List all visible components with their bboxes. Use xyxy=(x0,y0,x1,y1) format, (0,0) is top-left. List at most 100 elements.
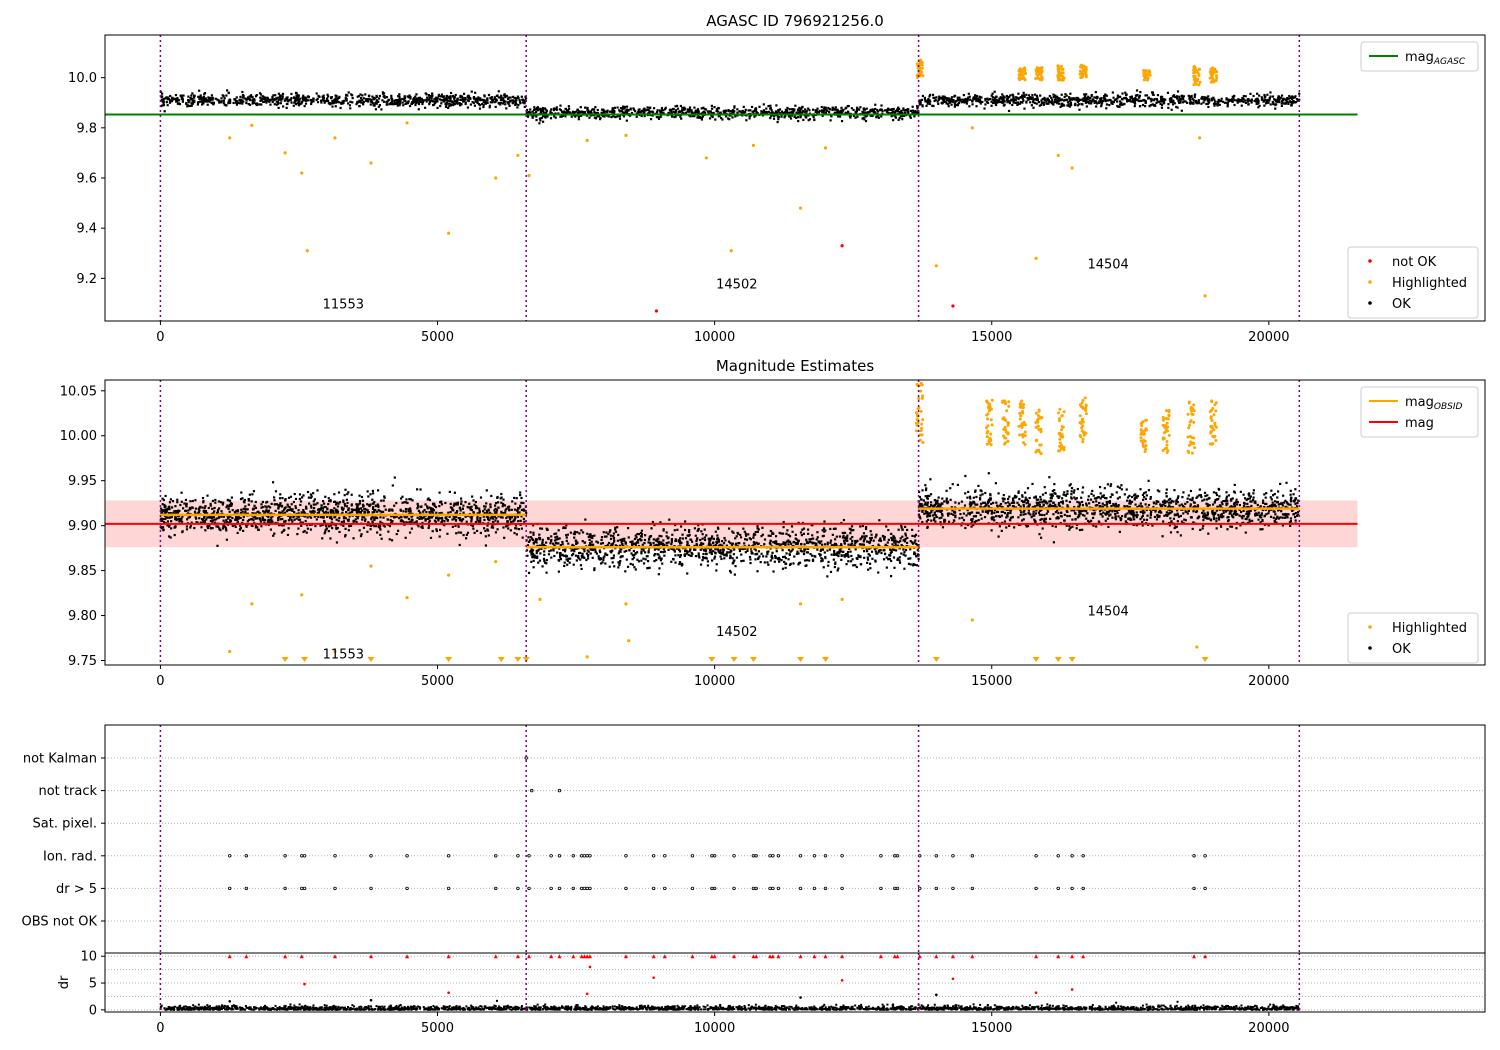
ok-point xyxy=(946,97,949,100)
ok-point xyxy=(527,536,530,539)
ok-point xyxy=(286,102,289,105)
ok-point xyxy=(451,507,454,510)
ok-point xyxy=(504,100,507,103)
ok-point xyxy=(546,115,549,118)
ok-point xyxy=(165,101,168,104)
ok-point xyxy=(834,562,837,566)
ok-point xyxy=(854,116,857,119)
ok-point xyxy=(872,110,875,114)
ok-point xyxy=(363,507,366,511)
ok-point xyxy=(175,100,179,103)
ok-point xyxy=(1076,104,1079,107)
ok-point xyxy=(783,560,786,564)
ok-point xyxy=(1192,102,1195,105)
ok-point xyxy=(414,103,417,107)
ok-point xyxy=(434,505,438,509)
ok-point xyxy=(716,548,719,551)
ok-point xyxy=(588,538,591,542)
ok-point xyxy=(240,101,243,104)
ok-point xyxy=(174,518,177,521)
ok-point xyxy=(972,98,975,101)
highlight-cluster-point xyxy=(1038,66,1042,70)
ok-point xyxy=(188,104,191,108)
ok-point xyxy=(720,116,723,120)
ok-point xyxy=(864,119,868,123)
ok-point xyxy=(1190,101,1193,105)
highlight-cluster-point xyxy=(1197,73,1201,77)
ok-point xyxy=(265,101,268,104)
ok-point xyxy=(305,531,308,534)
ok-point xyxy=(660,542,663,546)
ok-point xyxy=(311,510,315,514)
ok-point xyxy=(269,98,272,101)
ok-point xyxy=(468,502,471,505)
ok-point xyxy=(301,100,304,103)
ok-point xyxy=(1068,99,1071,102)
ok-point xyxy=(1108,98,1111,102)
ok-point xyxy=(721,118,724,121)
ok-point xyxy=(163,512,167,515)
ok-point xyxy=(1103,99,1106,102)
ok-point xyxy=(425,510,428,514)
ok-point xyxy=(177,99,181,102)
ok-point xyxy=(1255,100,1258,103)
ok-point xyxy=(670,538,674,541)
panel1-highlighted-point xyxy=(798,206,803,210)
ok-point xyxy=(694,109,697,112)
ok-point xyxy=(1232,96,1235,100)
ok-point xyxy=(472,527,475,530)
ok-point xyxy=(713,555,717,558)
ok-point xyxy=(716,538,719,541)
ok-point xyxy=(1296,99,1299,102)
ok-point xyxy=(1059,105,1062,109)
ok-point xyxy=(251,100,255,103)
ok-point xyxy=(784,557,787,560)
panel1-highlighted-point xyxy=(369,161,373,165)
ok-point xyxy=(281,517,284,521)
ok-point xyxy=(813,118,816,121)
ok-point xyxy=(500,101,503,104)
ok-point xyxy=(267,519,270,522)
ok-point xyxy=(773,112,776,115)
ok-point xyxy=(579,106,582,109)
ok-point xyxy=(478,507,481,510)
ok-point xyxy=(1098,101,1102,104)
ok-point xyxy=(509,96,512,99)
ok-point xyxy=(1269,103,1272,106)
ok-point xyxy=(636,532,639,536)
ok-point xyxy=(525,549,529,552)
ok-point xyxy=(407,100,410,103)
ok-point xyxy=(293,518,296,521)
ok-point xyxy=(966,98,969,102)
ok-point xyxy=(263,96,266,99)
ok-point xyxy=(552,109,556,112)
ok-point xyxy=(833,552,836,555)
ok-point xyxy=(867,111,870,114)
ok-point xyxy=(250,524,253,527)
ok-point xyxy=(821,529,824,532)
ok-point xyxy=(355,503,358,506)
ok-point xyxy=(584,106,587,109)
ok-point xyxy=(1134,94,1138,97)
ok-point xyxy=(869,114,872,117)
ok-point xyxy=(776,115,779,118)
ok-point xyxy=(232,101,235,105)
ok-point xyxy=(516,515,520,518)
ok-point xyxy=(799,549,802,552)
ok-point xyxy=(856,539,859,542)
ok-point xyxy=(161,497,164,500)
ok-point xyxy=(310,510,313,513)
ok-point xyxy=(483,511,486,515)
ok-point xyxy=(337,101,341,104)
ok-point xyxy=(1272,102,1275,105)
ok-point xyxy=(235,515,238,519)
ok-point xyxy=(320,101,323,104)
highlight-cluster-point xyxy=(1214,74,1218,78)
ok-point xyxy=(178,520,181,523)
ok-point xyxy=(444,516,447,519)
ok-point xyxy=(912,110,915,113)
ok-point xyxy=(228,101,232,104)
ok-point xyxy=(273,499,276,502)
ok-point xyxy=(338,516,341,520)
ok-point xyxy=(771,111,774,114)
